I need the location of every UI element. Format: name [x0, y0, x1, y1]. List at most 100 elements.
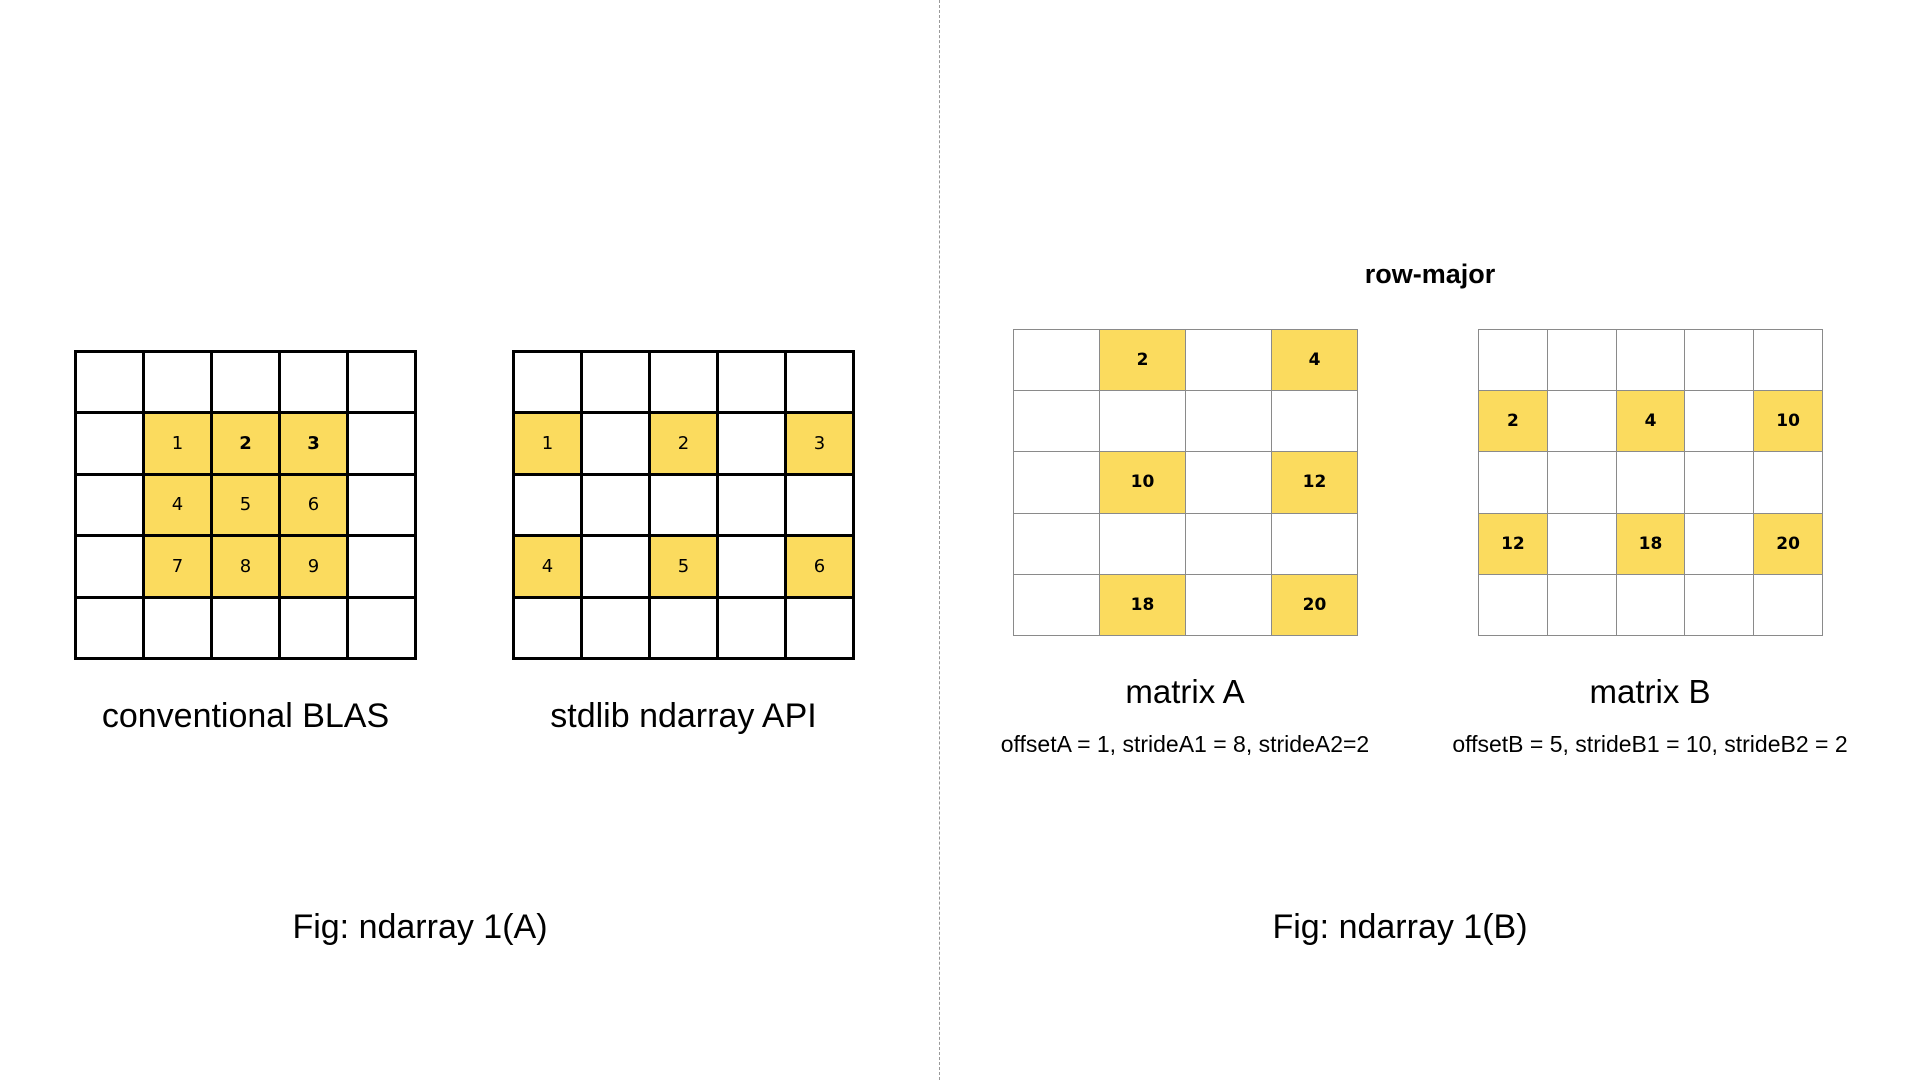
grid-cell — [583, 537, 648, 596]
grid-cell — [281, 353, 346, 412]
grid-cell — [583, 598, 648, 657]
grid-cell — [719, 353, 784, 412]
grid-cell — [1272, 513, 1357, 574]
highlighted-cell: 1 — [145, 414, 210, 473]
highlighted-cell: 3 — [787, 414, 852, 473]
highlighted-cell: 10 — [1100, 452, 1185, 513]
grid-cell — [1186, 574, 1271, 635]
grid-cell — [77, 353, 142, 412]
matrix-b-label: matrix B — [1589, 673, 1711, 710]
grid-cell — [1186, 452, 1271, 513]
grid-cell — [1014, 391, 1099, 452]
grid-cell — [349, 353, 414, 412]
grid-cell — [1100, 513, 1185, 574]
grid-cell — [349, 414, 414, 473]
highlighted-cell: 9 — [281, 537, 346, 596]
grid-cell — [1685, 513, 1754, 574]
matrix-a-params: offsetA = 1, strideA1 = 8, strideA2=2 — [1000, 731, 1370, 757]
stdlib-ndarray-label: stdlib ndarray API — [550, 697, 817, 735]
grid-cell — [145, 598, 210, 657]
highlighted-cell: 18 — [1100, 574, 1185, 635]
highlighted-cell: 5 — [213, 475, 278, 535]
grid-cell — [1547, 513, 1616, 574]
grid-cell — [1479, 452, 1547, 513]
grid-cell — [719, 414, 784, 473]
grid-cell — [1685, 574, 1754, 635]
grid-cell — [1547, 574, 1616, 635]
matrix-a-grid: 2 4 10 12 18 20 — [1013, 329, 1358, 636]
grid-cell — [651, 598, 716, 657]
grid-cell — [583, 414, 648, 473]
grid-cell — [77, 414, 142, 473]
grid-cell — [77, 598, 142, 657]
matrix-b-grid: 2 4 10 12 18 20 — [1478, 329, 1823, 636]
grid-cell — [787, 598, 852, 657]
grid-cell — [1100, 391, 1185, 452]
grid-cell — [719, 537, 784, 596]
grid-cell — [145, 353, 210, 412]
section-divider — [939, 0, 940, 1080]
highlighted-cell: 6 — [281, 475, 346, 535]
grid-cell — [515, 598, 580, 657]
grid-cell — [1186, 391, 1271, 452]
highlighted-cell: 7 — [145, 537, 210, 596]
grid-cell — [281, 598, 346, 657]
matrix-b-params: offsetB = 5, strideB1 = 10, strideB2 = 2 — [1452, 731, 1848, 757]
grid-cell — [583, 475, 648, 535]
grid-cell — [1186, 513, 1271, 574]
highlighted-cell: 3 — [281, 414, 346, 473]
grid-cell — [213, 598, 278, 657]
grid-cell — [1547, 330, 1616, 391]
highlighted-cell: 1 — [515, 414, 580, 473]
grid-cell — [213, 353, 278, 412]
grid-cell — [1685, 330, 1754, 391]
fig-a-caption: Fig: ndarray 1(A) — [292, 908, 548, 946]
highlighted-cell: 4 — [1616, 391, 1685, 452]
highlighted-cell: 8 — [213, 537, 278, 596]
grid-cell — [1547, 452, 1616, 513]
highlighted-cell: 5 — [651, 537, 716, 596]
grid-cell — [349, 537, 414, 596]
highlighted-cell: 12 — [1272, 452, 1357, 513]
highlighted-cell: 18 — [1616, 513, 1685, 574]
highlighted-cell: 2 — [213, 414, 278, 473]
grid-cell — [1014, 574, 1099, 635]
matrix-a-label: matrix A — [1125, 673, 1245, 710]
grid-cell — [1685, 452, 1754, 513]
grid-cell — [1479, 574, 1547, 635]
stdlib-ndarray-grid: 1 2 3 4 5 6 — [512, 350, 855, 660]
fig-b-caption: Fig: ndarray 1(B) — [1272, 908, 1528, 946]
grid-cell — [1547, 391, 1616, 452]
grid-cell — [1616, 452, 1685, 513]
highlighted-cell: 10 — [1754, 391, 1822, 452]
highlighted-cell: 20 — [1272, 574, 1357, 635]
grid-cell — [583, 353, 648, 412]
grid-cell — [651, 353, 716, 412]
highlighted-cell: 6 — [787, 537, 852, 596]
grid-cell — [787, 475, 852, 535]
grid-cell — [1754, 452, 1822, 513]
grid-cell — [787, 353, 852, 412]
grid-cell — [1272, 391, 1357, 452]
highlighted-cell: 4 — [145, 475, 210, 535]
grid-cell — [1014, 452, 1099, 513]
conventional-blas-label: conventional BLAS — [101, 697, 390, 735]
grid-cell — [349, 475, 414, 535]
grid-cell — [1014, 330, 1099, 391]
highlighted-cell: 4 — [515, 537, 580, 596]
grid-cell — [1186, 330, 1271, 391]
grid-cell — [77, 475, 142, 535]
grid-cell — [1616, 330, 1685, 391]
grid-cell — [719, 475, 784, 535]
highlighted-cell: 12 — [1479, 513, 1547, 574]
grid-cell — [651, 475, 716, 535]
highlighted-cell: 2 — [1479, 391, 1547, 452]
grid-cell — [1685, 391, 1754, 452]
grid-cell — [515, 475, 580, 535]
highlighted-cell: 20 — [1754, 513, 1822, 574]
grid-cell — [1616, 574, 1685, 635]
highlighted-cell: 2 — [1100, 330, 1185, 391]
grid-cell — [1754, 574, 1822, 635]
grid-cell — [77, 537, 142, 596]
